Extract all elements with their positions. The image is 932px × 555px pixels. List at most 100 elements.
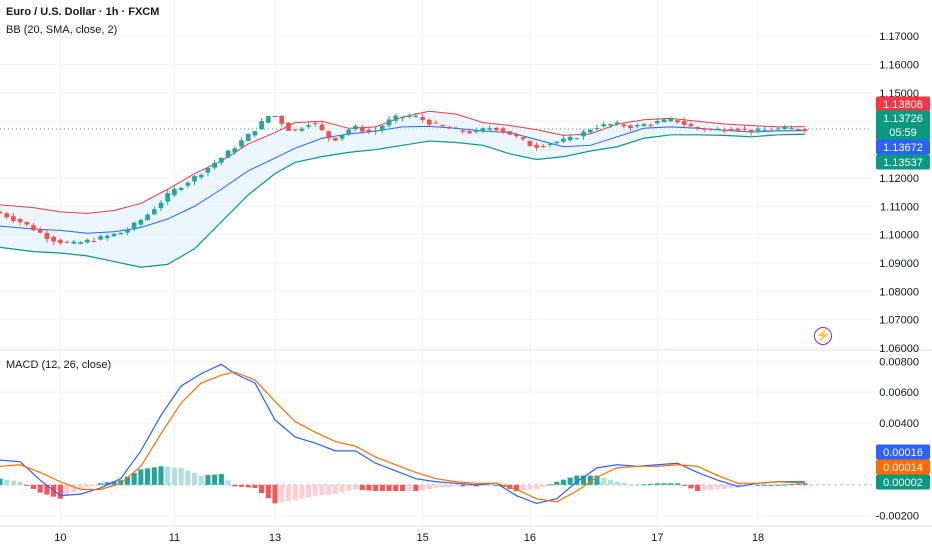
candle-body [701, 128, 707, 130]
candle-body [205, 167, 211, 173]
candle-body [742, 128, 747, 130]
macd-histogram-bar [104, 482, 110, 485]
candle-body [500, 128, 506, 133]
macd-histogram-bar [91, 484, 97, 486]
candle-body [601, 124, 607, 127]
macd-histogram-bar [453, 484, 459, 487]
macd-histogram-bar [0, 478, 3, 485]
macd-histogram-bar [57, 484, 63, 499]
candle-body [581, 131, 586, 137]
candle-body [587, 129, 593, 133]
macd-histogram-bar [460, 484, 466, 487]
macd-histogram-bar [748, 484, 754, 486]
bb-legend[interactable]: BB (20, SMA, close, 2) [6, 24, 118, 36]
macd-histogram-bar [473, 484, 479, 487]
candle-body [453, 128, 459, 130]
candle-body [232, 148, 238, 153]
candle-body [655, 121, 660, 124]
candle-body [661, 119, 667, 123]
candle-body [608, 124, 613, 126]
price-tick-label: 1.06000 [879, 343, 919, 355]
macd-tick-label: 0.00600 [879, 387, 919, 399]
macd-histogram-bar [158, 466, 164, 485]
candles [0, 112, 808, 246]
candle-body [614, 122, 620, 125]
axes: 101113151617181.170001.160001.150001.140… [54, 31, 919, 544]
candle-body [688, 124, 694, 127]
macd-histogram-bar [487, 484, 493, 486]
macd-histogram-bar [802, 483, 808, 485]
macd-histogram-bar [171, 467, 177, 485]
macd-histogram-bar [4, 479, 10, 485]
candle-body [379, 125, 385, 131]
macd-histogram-bar [265, 484, 271, 499]
macd-histogram-bar [627, 483, 634, 485]
candle-body [755, 128, 761, 131]
macd-histogram-bar [493, 484, 499, 486]
macd-histogram-bar [30, 484, 37, 489]
price-tick-label: 1.09000 [879, 258, 919, 270]
candle-body [775, 128, 781, 130]
candle-body [487, 128, 493, 130]
macd-legend[interactable]: MACD (12, 26, close) [6, 359, 112, 371]
macd-label-signal-bg [876, 459, 930, 475]
candle-body [252, 131, 258, 136]
macd-histogram-bar [426, 484, 432, 489]
macd-histogram-bar [185, 470, 191, 485]
macd-histogram-bar [466, 484, 473, 487]
macd-histogram-bar [433, 484, 439, 488]
symbol-title[interactable]: Euro / U.S. Dollar · 1h · FXCM [6, 6, 160, 18]
candle-body [413, 115, 419, 117]
macd-histogram-bar [560, 479, 566, 485]
price-label-last-price-bg [876, 110, 930, 141]
price-label-bb-lower: 1.13537 [883, 157, 923, 169]
macd-label-macd: 0.00016 [883, 447, 923, 459]
candle-body [333, 137, 338, 141]
candle-body [795, 128, 801, 131]
macd-histogram-bar [279, 484, 285, 503]
candle-body [641, 124, 647, 127]
candle-body [534, 144, 539, 148]
macd-histogram-bar [64, 484, 70, 496]
candle-body [239, 140, 244, 147]
candle-body [11, 216, 16, 221]
candle-body [339, 134, 345, 139]
macd-histogram-bar [393, 484, 399, 492]
candle-body [406, 115, 412, 117]
macd-histogram-bar [480, 484, 486, 486]
price-label-bb-upper: 1.13808 [883, 99, 923, 111]
macd-histogram-bar [98, 483, 104, 485]
macd-histogram-bar [77, 484, 84, 490]
candle-body [447, 126, 452, 129]
candle-body [125, 229, 130, 233]
candle-body [138, 219, 144, 225]
macd-histogram-bar [721, 484, 727, 489]
macd-lines [0, 363, 805, 505]
macd-histogram-bar [319, 484, 325, 496]
bb-fill [0, 111, 805, 268]
candle-body [621, 124, 627, 127]
candle-body [574, 138, 580, 140]
candle-body [561, 138, 566, 142]
candle-body [346, 129, 352, 134]
macd-histogram-bar [762, 484, 768, 486]
macd-histogram-bar [312, 484, 318, 496]
macd-line [0, 363, 805, 505]
candle-body [299, 128, 305, 131]
candle-body [802, 128, 808, 131]
candle-body [426, 119, 432, 125]
signal-line [0, 371, 805, 503]
candle-body [312, 123, 318, 125]
candle-body [353, 125, 358, 130]
macd-tick-label: 0.00400 [879, 418, 919, 430]
macd-histogram-bar [607, 479, 613, 485]
price-tick-label: 1.11000 [880, 201, 919, 213]
macd-histogram-bar [581, 475, 587, 485]
macd-histogram-bar [238, 484, 245, 487]
macd-histogram-bar [232, 484, 238, 487]
candle-body [212, 162, 217, 168]
macd-histogram-bar [540, 484, 546, 487]
lightning-icon[interactable]: ⚡ [814, 327, 832, 345]
